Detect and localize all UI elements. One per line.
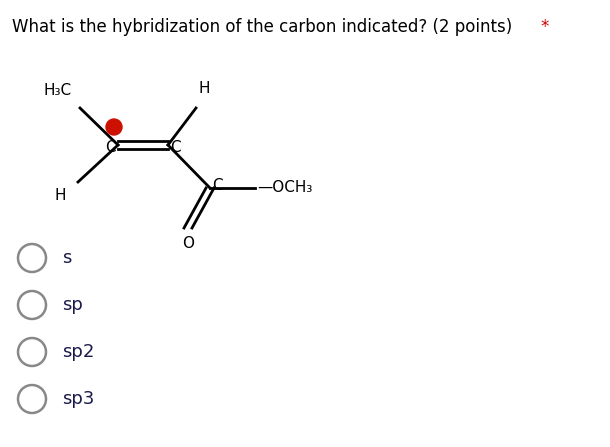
Text: C: C (170, 139, 181, 155)
Text: *: * (540, 18, 548, 36)
Text: H₃C: H₃C (44, 83, 72, 98)
Text: C: C (106, 139, 116, 155)
Text: H: H (198, 81, 210, 96)
Text: H: H (54, 188, 66, 203)
Text: C: C (212, 178, 223, 194)
Text: —OCH₃: —OCH₃ (257, 181, 312, 195)
Text: O: O (182, 236, 194, 251)
Text: sp2: sp2 (62, 343, 95, 361)
Text: sp: sp (62, 296, 83, 314)
Circle shape (106, 119, 122, 135)
Text: sp3: sp3 (62, 390, 95, 408)
Text: s: s (62, 249, 71, 267)
Text: What is the hybridization of the carbon indicated? (2 points): What is the hybridization of the carbon … (12, 18, 512, 36)
